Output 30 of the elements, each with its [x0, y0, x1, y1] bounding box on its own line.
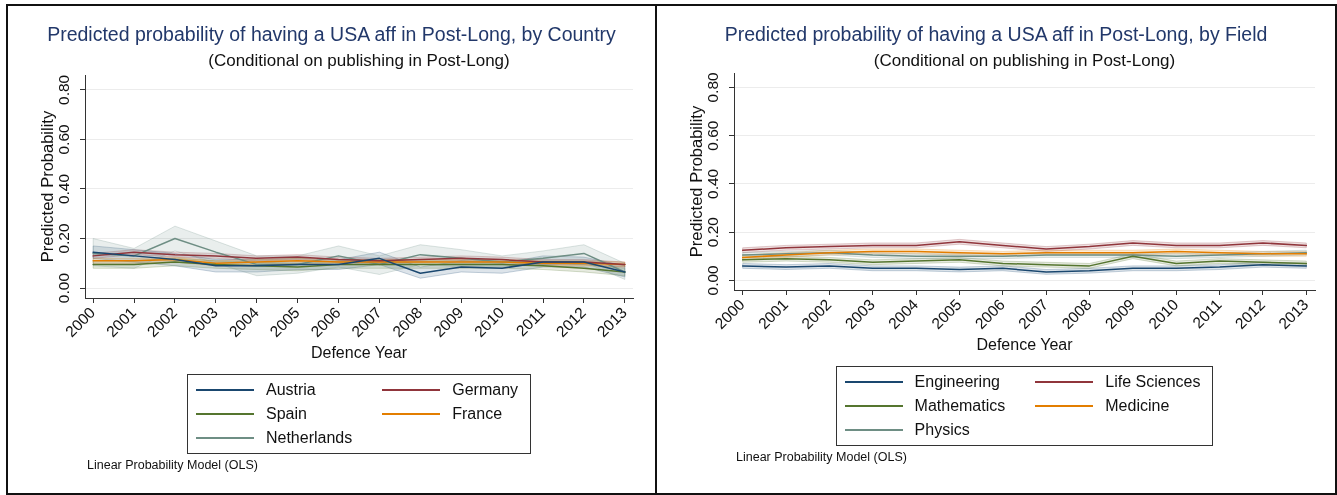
legend-label: Spain [265, 405, 307, 423]
text: Linear Probability Model (OLS) [736, 450, 907, 464]
chart-subtitle: (Conditional on publishing in Post-Long) [207, 51, 511, 71]
y-tick-label: 0.40 [55, 173, 73, 205]
chart-title: Predicted probability of having a USA aff in Post-Long, by Field [723, 23, 1269, 46]
text: Linear Probability Model (OLS) [87, 458, 258, 472]
x-axis-title: Defence Year [976, 335, 1074, 353]
y-tick-label: 0.20 [55, 223, 73, 254]
y-tick-label: 0.00 [55, 272, 73, 304]
legend-label: Life Sciences [1105, 373, 1201, 391]
legend-label: Engineering [914, 373, 1000, 391]
legend-label: Medicine [1105, 397, 1170, 415]
x-axis-title: Defence Year [310, 343, 408, 361]
y-tick-label: 0.20 [704, 216, 722, 248]
legend-label: Netherlands [265, 429, 353, 447]
y-tick-label: 0.40 [704, 168, 722, 199]
y-axis-title: Predicted Probability [38, 110, 57, 263]
y-tick-label: 0.00 [704, 264, 722, 296]
legend-label: Germany [452, 381, 519, 399]
legend-label: Physics [914, 421, 970, 439]
y-tick-label: 0.60 [55, 123, 73, 155]
y-tick-label: 0.60 [704, 120, 722, 151]
legend-label: Austria [265, 381, 316, 399]
y-axis-title: Predicted Probability [687, 105, 706, 258]
legend-label: Mathematics [914, 397, 1006, 415]
y-tick-label: 0.80 [704, 72, 722, 103]
chart-title: Predicted probability of having a USA aff in Post-Long, by Country [46, 23, 617, 46]
chart-subtitle: (Conditional on publishing in Post-Long) [872, 51, 1177, 71]
y-tick-label: 0.80 [55, 74, 73, 105]
legend-label: France [452, 405, 503, 423]
